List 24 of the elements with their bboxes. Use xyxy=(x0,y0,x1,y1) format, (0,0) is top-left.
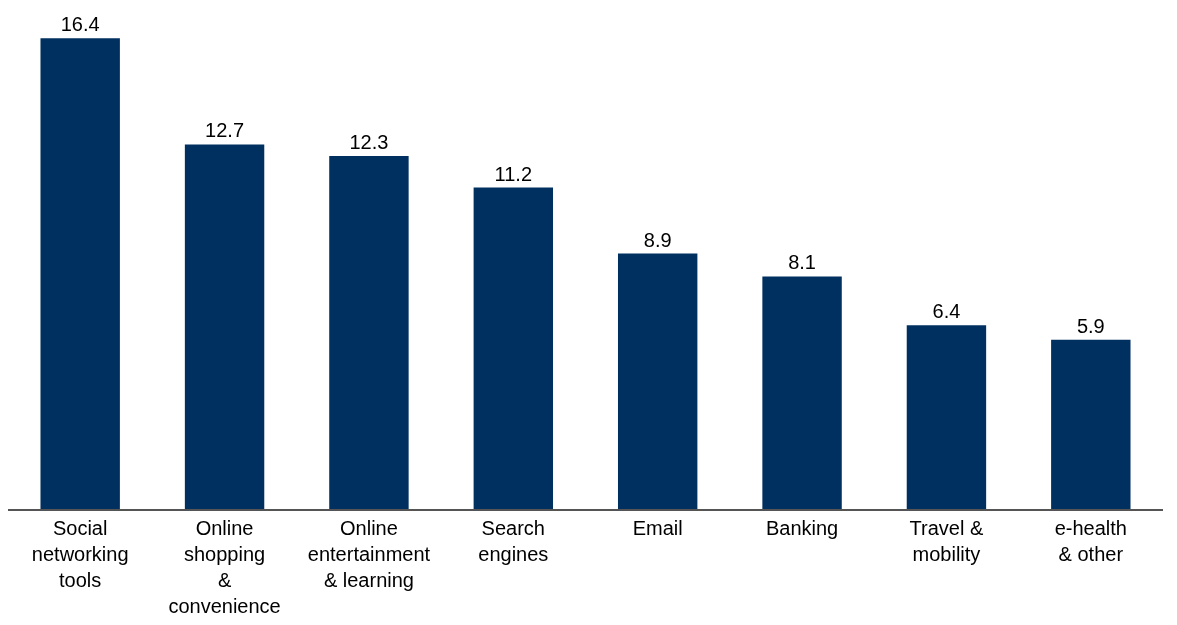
bar xyxy=(184,144,265,509)
x-tick-label: Online shopping & convenience xyxy=(168,516,281,617)
data-label: 8.9 xyxy=(643,228,672,251)
bar xyxy=(329,155,409,509)
x-tick-label: Search engines xyxy=(478,516,549,565)
data-label: 6.4 xyxy=(932,300,961,323)
bar xyxy=(617,253,698,509)
data-label: 16.4 xyxy=(60,13,100,36)
data-label: 12.3 xyxy=(349,130,389,153)
x-tick-label: Social networking tools xyxy=(31,516,129,591)
bar xyxy=(40,38,120,509)
data-label: 12.7 xyxy=(205,119,245,142)
x-tick-label: Email xyxy=(632,516,683,539)
x-tick-label: e-health & other xyxy=(1054,516,1127,565)
bar xyxy=(1051,339,1131,509)
data-label: 5.9 xyxy=(1076,314,1105,337)
data-label: 11.2 xyxy=(494,162,533,185)
bar xyxy=(762,276,842,509)
x-tick-label: Online entertainment & learning xyxy=(307,516,431,591)
bar xyxy=(473,187,554,509)
bar xyxy=(906,325,987,509)
x-tick-label: Banking xyxy=(765,516,839,539)
x-tick-label: Travel & mobility xyxy=(909,516,984,565)
data-label: 8.1 xyxy=(788,251,816,274)
